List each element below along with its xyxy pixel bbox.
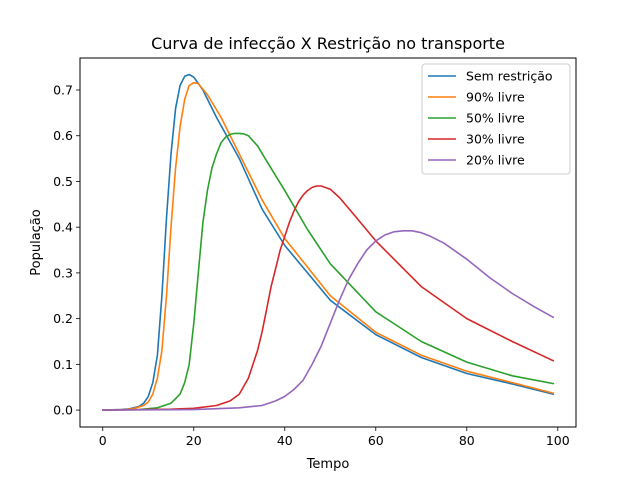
- legend-label-1: Sem restrição: [466, 69, 553, 84]
- x-tick-label: 60: [368, 433, 384, 448]
- y-tick-label: 0.1: [53, 357, 73, 372]
- series-line-2: [101, 81, 555, 411]
- y-axis-label: População: [29, 209, 44, 276]
- legend-label-4: 30% livre: [466, 132, 525, 147]
- x-tick-label: 20: [186, 433, 202, 448]
- axes-frame: [79, 57, 577, 428]
- y-axis-ticks: 0.0 0.1 0.2 0.3 0.4 0.5 0.6 0.7: [53, 83, 80, 418]
- y-tick-label: 0.5: [53, 174, 73, 189]
- legend-label-2: 90% livre: [466, 90, 525, 105]
- legend-label-5: 20% livre: [466, 153, 525, 168]
- chart-title: Curva de infecção X Restrição no transpo…: [151, 34, 505, 53]
- series-line-5: [101, 230, 555, 411]
- y-tick-label: 0.3: [53, 265, 73, 280]
- series-line-3: [101, 132, 555, 411]
- series-line-4: [101, 185, 555, 411]
- series-line-1: [101, 73, 555, 411]
- legend: Sem restrição 90% livre 50% livre 30% livre…: [421, 63, 571, 175]
- y-tick-label: 0.7: [53, 83, 73, 98]
- legend-box: [421, 63, 571, 175]
- y-tick-label: 0.4: [53, 220, 73, 235]
- y-tick-label: 0.0: [53, 403, 73, 418]
- x-tick-label: 40: [277, 433, 293, 448]
- x-tick-label: 100: [546, 433, 570, 448]
- x-axis-label: Tempo: [306, 457, 350, 472]
- x-tick-label: 0: [99, 433, 107, 448]
- x-tick-label: 80: [459, 433, 475, 448]
- y-tick-label: 0.2: [53, 311, 73, 326]
- legend-label-3: 50% livre: [466, 111, 525, 126]
- y-tick-label: 0.6: [53, 128, 73, 143]
- series-lines: [101, 73, 555, 411]
- x-axis-ticks: 0 20 40 60 80 100: [99, 427, 570, 448]
